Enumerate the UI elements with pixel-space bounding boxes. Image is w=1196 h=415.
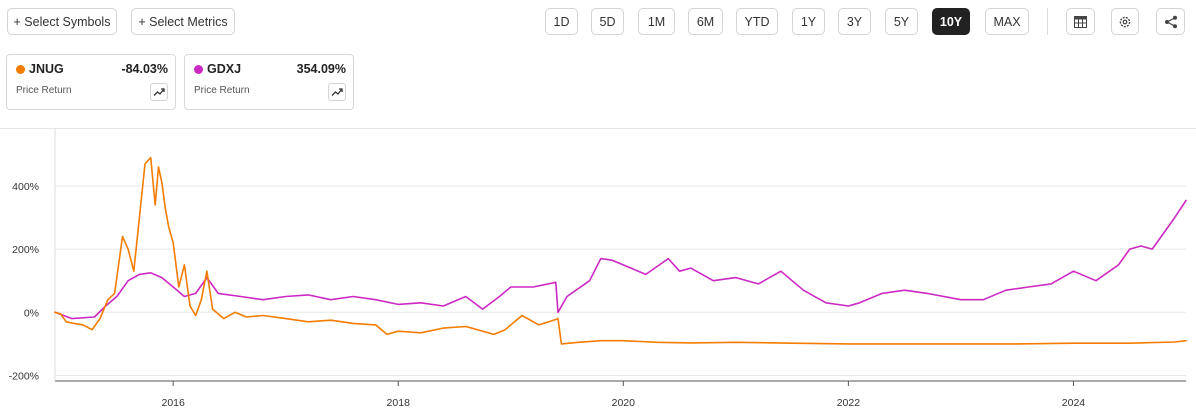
range-1m-button[interactable]: 1M xyxy=(638,8,675,35)
symbol-card-gdxj[interactable]: GDXJ 354.09% Price Return xyxy=(184,54,354,110)
range-5d-button[interactable]: 5D xyxy=(591,8,624,35)
toolbar-divider xyxy=(1047,8,1048,35)
range-10y-button[interactable]: 10Y xyxy=(932,8,970,35)
trend-up-icon xyxy=(331,88,343,96)
axis-layer: 400% 200% 0% -200% 2016 2018 2020 2022 2024 xyxy=(9,128,1186,409)
card-metric: Price Return xyxy=(194,85,250,96)
card-symbol: GDXJ xyxy=(207,62,242,76)
jnug-color-dot xyxy=(16,65,25,74)
trend-button[interactable] xyxy=(328,83,346,101)
range-ytd-button[interactable]: YTD xyxy=(736,8,778,35)
symbol-card-jnug[interactable]: JNUG -84.03% Price Return xyxy=(6,54,176,110)
series-layer xyxy=(54,156,1187,345)
series-line-gdxj xyxy=(54,199,1187,320)
range-1d-button[interactable]: 1D xyxy=(545,8,578,35)
y-tick-label: 0% xyxy=(24,307,39,319)
settings-icon xyxy=(1119,16,1131,27)
x-tick-label: 2020 xyxy=(612,397,636,409)
range-5y-button[interactable]: 5Y xyxy=(885,8,918,35)
y-tick-label: -200% xyxy=(9,370,39,382)
share-icon xyxy=(1164,15,1177,28)
x-tick-label: 2016 xyxy=(161,397,185,409)
share-button[interactable] xyxy=(1156,8,1185,35)
series-line-jnug xyxy=(54,156,1187,345)
settings-button[interactable] xyxy=(1111,8,1139,35)
y-tick-label: 200% xyxy=(12,244,39,256)
trend-button[interactable] xyxy=(150,83,168,101)
grid-layer xyxy=(0,128,1196,376)
trend-up-icon xyxy=(153,88,165,96)
card-symbol: JNUG xyxy=(29,62,64,76)
card-change: -84.03% xyxy=(121,62,168,76)
range-1y-button[interactable]: 1Y xyxy=(792,8,825,35)
gdxj-color-dot xyxy=(194,65,203,74)
y-tick-label: 400% xyxy=(12,181,39,193)
table-icon xyxy=(1074,15,1087,28)
select-symbols-button[interactable]: + Select Symbols xyxy=(7,8,117,35)
x-tick-label: 2022 xyxy=(837,397,861,409)
price-return-chart[interactable]: 400% 200% 0% -200% 2016 2018 2020 2022 2024 xyxy=(0,128,1196,415)
range-6m-button[interactable]: 6M xyxy=(688,8,723,35)
card-change: 354.09% xyxy=(296,62,346,76)
range-3y-button[interactable]: 3Y xyxy=(838,8,871,35)
range-max-button[interactable]: MAX xyxy=(985,8,1029,35)
x-tick-label: 2018 xyxy=(387,397,411,409)
x-tick-label: 2024 xyxy=(1062,397,1086,409)
table-view-button[interactable] xyxy=(1066,8,1095,35)
card-metric: Price Return xyxy=(16,85,72,96)
select-metrics-button[interactable]: + Select Metrics xyxy=(131,8,235,35)
